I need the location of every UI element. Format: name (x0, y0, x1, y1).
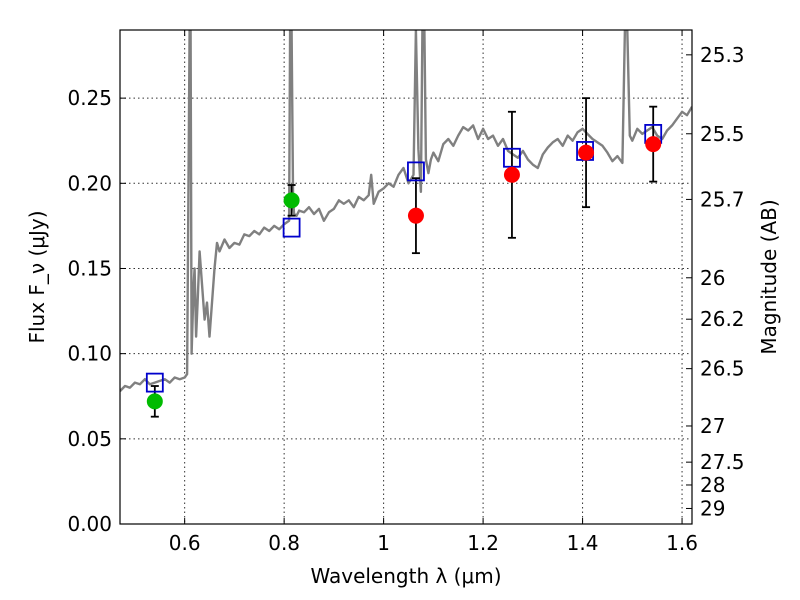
x-tick-label: 1.2 (467, 531, 499, 555)
y-tick-label: 0.05 (67, 427, 112, 451)
marker-layer (145, 124, 663, 410)
observed-point-green (283, 192, 300, 209)
magnitude-tick-label: 25.5 (700, 122, 745, 146)
magnitude-tick-label: 25.3 (700, 43, 745, 67)
observed-point-red (407, 207, 424, 224)
y-tick-label: 0.25 (67, 86, 112, 110)
magnitude-tick-label: 26.2 (700, 307, 745, 331)
x-axis-ticks: 0.6 0.8 1 1.2 1.4 1.6 (169, 30, 698, 555)
magnitude-tick-label: 28 (700, 473, 725, 497)
x-tick-label: 1 (377, 531, 390, 555)
spectrum-line (120, 30, 692, 392)
y-tick-label: 0.00 (67, 512, 112, 536)
y-tick-label: 0.15 (67, 256, 112, 280)
plot-background (120, 30, 692, 524)
y-tick-label: 0.10 (67, 342, 112, 366)
magnitude-tick-label: 29 (700, 496, 725, 520)
x-tick-label: 1.6 (666, 531, 698, 555)
observed-point-red (645, 136, 662, 153)
x-tick-label: 0.8 (268, 531, 300, 555)
magnitude-axis-label: Magnitude (AB) (757, 199, 781, 354)
model-point-square (407, 161, 425, 182)
y-axis-ticks: 0.00 0.05 0.10 0.15 0.20 0.25 (67, 86, 126, 536)
observed-point-red (503, 166, 520, 183)
spectrum-layer (120, 30, 692, 392)
observed-point-red (578, 144, 595, 161)
model-point-square (503, 147, 521, 168)
x-tick-label: 1.4 (567, 531, 599, 555)
magnitude-tick-label: 26.5 (700, 357, 745, 381)
magnitude-tick-label: 27 (700, 414, 725, 438)
magnitude-tick-label: 25.7 (700, 187, 745, 211)
observed-point-green (146, 393, 163, 410)
magnitude-tick-label: 26 (700, 266, 725, 290)
plot-frame (119, 29, 693, 525)
model-point-square (145, 372, 164, 393)
x-axis-label: Wavelength λ (μm) (310, 564, 501, 588)
y-tick-label: 0.20 (67, 171, 112, 195)
y-axis-label: Flux F_ν (μJy) (25, 210, 49, 343)
model-point-square (282, 217, 301, 238)
x-tick-label: 0.6 (169, 531, 201, 555)
magnitude-tick-label: 27.5 (700, 450, 745, 474)
